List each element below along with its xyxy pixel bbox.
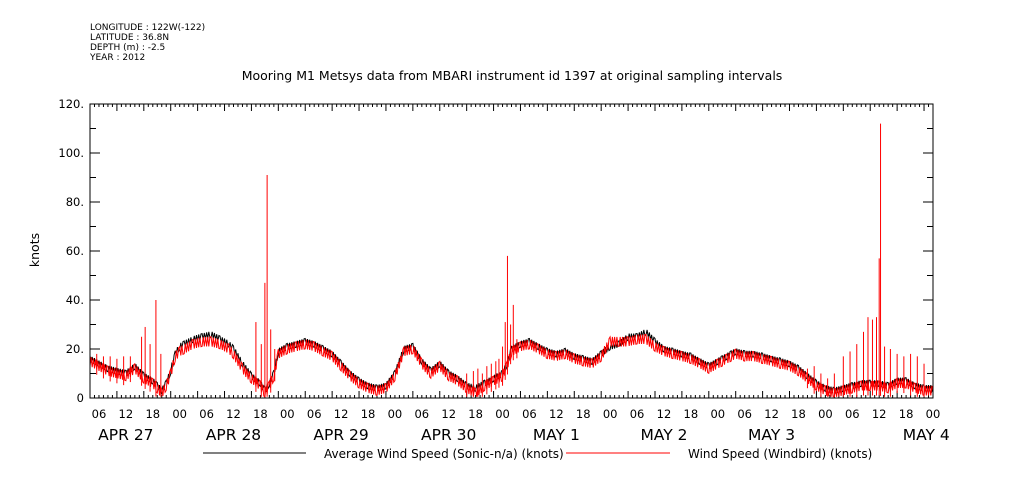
x-hour-label: 12 bbox=[764, 407, 779, 421]
series-layer bbox=[89, 123, 934, 398]
y-axis-label: knots bbox=[27, 233, 42, 267]
x-day-label: MAY 4 bbox=[903, 426, 950, 444]
x-hour-label: 18 bbox=[899, 407, 914, 421]
x-hour-label: 06 bbox=[92, 407, 107, 421]
legend-label-average: Average Wind Speed (Sonic-n/a) (knots) bbox=[324, 447, 564, 461]
x-day-label: MAY 2 bbox=[640, 426, 687, 444]
x-hour-label: 00 bbox=[603, 407, 618, 421]
y-tick-label: 100. bbox=[58, 146, 84, 160]
x-hour-label: 06 bbox=[845, 407, 860, 421]
x-day-label: APR 28 bbox=[206, 426, 261, 444]
x-hour-label: 18 bbox=[253, 407, 268, 421]
x-hour-label: 06 bbox=[737, 407, 752, 421]
chart-title: Mooring M1 Metsys data from MBARI instru… bbox=[242, 68, 783, 83]
x-day-label: APR 30 bbox=[421, 426, 476, 444]
x-day-label: MAY 3 bbox=[748, 426, 795, 444]
plot-frame bbox=[89, 103, 934, 399]
x-hour-label: 18 bbox=[791, 407, 806, 421]
series-windbird-line bbox=[89, 334, 934, 398]
x-hour-label: 00 bbox=[388, 407, 403, 421]
year-label: YEAR : 2012 bbox=[89, 53, 145, 63]
x-hour-label: 12 bbox=[549, 407, 564, 421]
y-tick-label: 40. bbox=[66, 293, 84, 307]
x-hour-label: 00 bbox=[818, 407, 833, 421]
x-hour-label: 00 bbox=[710, 407, 725, 421]
x-hour-label: 06 bbox=[199, 407, 214, 421]
x-hour-label: 12 bbox=[657, 407, 672, 421]
series-average-wind-line bbox=[89, 329, 934, 395]
legend: Average Wind Speed (Sonic-n/a) (knots) W… bbox=[203, 447, 872, 461]
x-hour-label: 00 bbox=[172, 407, 187, 421]
depth-label: DEPTH (m) : -2.5 bbox=[90, 43, 165, 53]
x-hour-label: 00 bbox=[926, 407, 941, 421]
y-tick-label: 80. bbox=[66, 195, 84, 209]
x-hour-label: 18 bbox=[361, 407, 376, 421]
y-tick-label: 120. bbox=[58, 97, 84, 111]
x-hour-label: 12 bbox=[441, 407, 456, 421]
x-hour-label: 06 bbox=[522, 407, 537, 421]
x-hour-label: 12 bbox=[119, 407, 134, 421]
x-day-label: MAY 1 bbox=[533, 426, 580, 444]
x-hour-label: 06 bbox=[307, 407, 322, 421]
y-tick-label: 60. bbox=[66, 244, 84, 258]
x-hour-label: 12 bbox=[226, 407, 241, 421]
x-hour-label: 18 bbox=[468, 407, 483, 421]
x-hour-label: 18 bbox=[145, 407, 160, 421]
x-hour-label: 06 bbox=[630, 407, 645, 421]
y-tick-labels: 0 20. 40. 60. 80. 100. 120. bbox=[58, 97, 84, 405]
x-day-label: APR 27 bbox=[98, 426, 153, 444]
x-hour-label: 18 bbox=[576, 407, 591, 421]
x-day-label: APR 29 bbox=[313, 426, 368, 444]
y-tick-label: 0 bbox=[77, 391, 84, 405]
legend-label-windbird: Wind Speed (Windbird) (knots) bbox=[688, 447, 872, 461]
x-hour-label: 12 bbox=[872, 407, 887, 421]
x-hour-label: 06 bbox=[414, 407, 429, 421]
x-tick-labels: 06 12 18 00 06 12 18 00 06 12 18 00 06 12 18 00 06 12 18 00… bbox=[92, 407, 950, 444]
x-hour-label: 00 bbox=[495, 407, 510, 421]
longitude-label: LONGITUDE : 122W(-122) bbox=[90, 23, 205, 33]
x-hour-label: 00 bbox=[280, 407, 295, 421]
latitude-label: LATITUDE : 36.8N bbox=[90, 33, 169, 43]
y-tick-label: 20. bbox=[66, 342, 84, 356]
x-hour-label: 18 bbox=[684, 407, 699, 421]
x-hour-label: 12 bbox=[334, 407, 349, 421]
